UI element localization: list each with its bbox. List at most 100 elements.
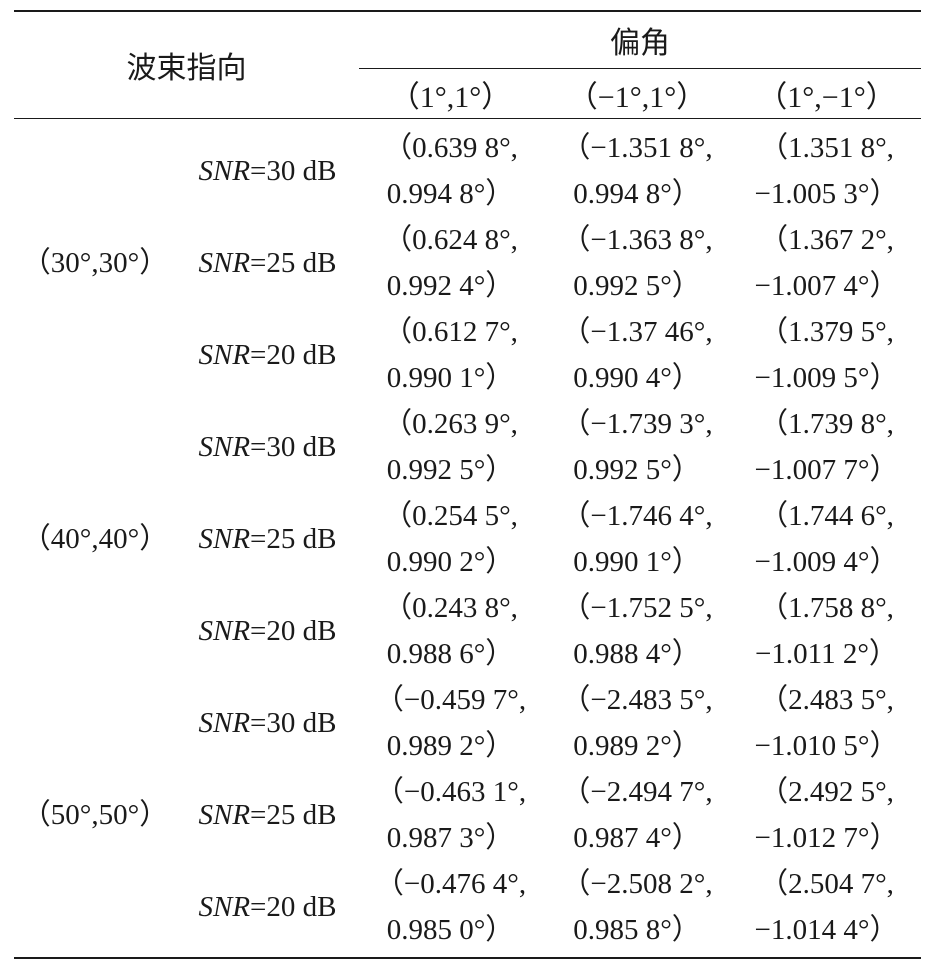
offset-cell-2-line-2: 0.994 8°） bbox=[573, 178, 701, 210]
snr-value: =20 dB bbox=[250, 339, 337, 371]
table-row: SNR=25 dB （−0.463 1°, 0.987 3°） （−2.494 7°,… bbox=[14, 769, 921, 861]
offset-cell-3-line-1: （1.739 8°, bbox=[759, 408, 894, 440]
offset-cell-1: （0.639 8°, 0.994 8°） bbox=[359, 125, 542, 217]
table-row: （40°,40°） SNR=30 dB （0.263 9°, 0.992 5°） （−1… bbox=[14, 401, 921, 555]
offset-cell-2-line-1: （−1.739 3°, bbox=[561, 408, 713, 440]
table-row: SNR=20 dB （−0.476 4°, 0.985 0°） （−2.508 2°,… bbox=[14, 861, 921, 953]
offset-cell-1-line-1: （−0.459 7°, bbox=[374, 684, 527, 716]
offset-cell-3-line-2: −1.007 4°） bbox=[754, 270, 899, 302]
offset-cell-3: （2.483 5°, −1.010 5°） bbox=[732, 677, 921, 769]
offset-cell-2-line-2: 0.992 5°） bbox=[573, 454, 701, 486]
offset-cell-1-line-1: （0.639 8°, bbox=[383, 132, 518, 164]
offset-cell-3-line-1: （2.483 5°, bbox=[759, 684, 894, 716]
offset-cell-2-line-1: （−1.351 8°, bbox=[561, 132, 713, 164]
snr-value: =30 dB bbox=[250, 707, 337, 739]
offset-cell-3-line-2: −1.012 7°） bbox=[754, 822, 899, 854]
offset-cell-2-line-2: 0.987 4°） bbox=[573, 822, 701, 854]
offset-cell-2: （−1.746 4°, 0.990 1°） bbox=[542, 493, 732, 585]
snr-label: SNR bbox=[198, 891, 251, 923]
offset-cell-2: （−1.351 8°, 0.994 8°） bbox=[542, 125, 732, 217]
offset-cell-3-line-1: （2.504 7°, bbox=[759, 868, 894, 900]
offset-cell-1-line-2: 0.992 5°） bbox=[386, 454, 515, 486]
snr-value: =25 dB bbox=[250, 247, 337, 279]
snr-cell: SNR=30 dB bbox=[176, 125, 359, 217]
offset-cell-3-line-2: −1.014 4°） bbox=[754, 914, 899, 946]
snr-value: =30 dB bbox=[250, 431, 337, 463]
offset-cell-2-line-2: 0.990 1°） bbox=[573, 546, 701, 578]
table-row: （50°,50°） SNR=30 dB （−0.459 7°, 0.989 2°） （−… bbox=[14, 677, 921, 831]
snr-label: SNR bbox=[198, 247, 251, 279]
snr-cell: SNR=20 dB bbox=[176, 309, 359, 401]
offset-cell-3: （1.744 6°, −1.009 4°） bbox=[732, 493, 921, 585]
results-table-container: 波束指向 偏角 （1°,1°） （−1°,1°） （1°,−1°） （30°,3… bbox=[14, 10, 921, 959]
offset-cell-3-line-1: （1.379 5°, bbox=[759, 316, 894, 348]
snr-label: SNR bbox=[198, 339, 251, 371]
offset-cell-2: （−1.752 5°, 0.988 4°） bbox=[542, 585, 732, 677]
offset-cell-3: （1.351 8°, −1.005 3°） bbox=[732, 125, 921, 217]
offset-cell-2-line-1: （−2.508 2°, bbox=[561, 868, 713, 900]
offset-cell-2-line-2: 0.990 4°） bbox=[573, 362, 701, 394]
beam-direction-cell: （40°,40°） bbox=[21, 523, 169, 555]
offset-cell-3-line-2: −1.010 5°） bbox=[754, 730, 899, 762]
offset-cell-1-line-2: 0.987 3°） bbox=[386, 822, 515, 854]
offset-cell-2-line-1: （−1.37 46°, bbox=[561, 316, 713, 348]
offset-cell-1-line-2: 0.988 6°） bbox=[386, 638, 515, 670]
offset-cell-2: （−1.363 8°, 0.992 5°） bbox=[542, 217, 732, 309]
offset-cell-3-line-2: −1.005 3°） bbox=[754, 178, 899, 210]
offset-cell-2-line-2: 0.989 2°） bbox=[573, 730, 701, 762]
snr-cell: SNR=25 dB bbox=[176, 217, 359, 309]
table-row: （30°,30°） SNR=30 dB （0.639 8°, 0.994 8°） （−1… bbox=[14, 125, 921, 279]
offset-cell-3: （2.492 5°, −1.012 7°） bbox=[732, 769, 921, 861]
offset-cell-3-line-2: −1.007 7°） bbox=[754, 454, 899, 486]
snr-value: =20 dB bbox=[250, 891, 337, 923]
offset-cell-1: （0.243 8°, 0.988 6°） bbox=[359, 585, 542, 677]
offset-cell-3-line-2: −1.009 5°） bbox=[754, 362, 899, 394]
table-row: SNR=25 dB （0.254 5°, 0.990 2°） （−1.746 4°, 0… bbox=[14, 493, 921, 585]
offset-cell-1: （−0.459 7°, 0.989 2°） bbox=[359, 677, 542, 769]
offset-cell-3: （1.758 8°, −1.011 2°） bbox=[732, 585, 921, 677]
offset-cell-1: （0.624 8°, 0.992 4°） bbox=[359, 217, 542, 309]
offset-cell-1-line-2: 0.990 2°） bbox=[386, 546, 515, 578]
snr-label: SNR bbox=[198, 799, 251, 831]
snr-value: =30 dB bbox=[250, 155, 337, 187]
header-col-3: （1°,−1°） bbox=[732, 68, 921, 119]
snr-cell: SNR=25 dB bbox=[176, 769, 359, 861]
offset-cell-1-line-2: 0.990 1°） bbox=[386, 362, 515, 394]
offset-cell-2-line-2: 0.985 8°） bbox=[573, 914, 701, 946]
offset-cell-3: （1.367 2°, −1.007 4°） bbox=[732, 217, 921, 309]
offset-cell-1: （0.263 9°, 0.992 5°） bbox=[359, 401, 542, 493]
snr-label: SNR bbox=[198, 431, 251, 463]
offset-cell-2: （−2.483 5°, 0.989 2°） bbox=[542, 677, 732, 769]
offset-cell-2: （−2.494 7°, 0.987 4°） bbox=[542, 769, 732, 861]
offset-cell-1-line-1: （−0.476 4°, bbox=[374, 868, 527, 900]
offset-cell-3-line-1: （1.351 8°, bbox=[759, 132, 894, 164]
snr-cell: SNR=20 dB bbox=[176, 585, 359, 677]
offset-cell-3-line-1: （1.744 6°, bbox=[759, 500, 894, 532]
offset-cell-2-line-1: （−1.746 4°, bbox=[561, 500, 713, 532]
snr-value: =20 dB bbox=[250, 615, 337, 647]
offset-cell-1: （−0.463 1°, 0.987 3°） bbox=[359, 769, 542, 861]
table-row: SNR=25 dB （0.624 8°, 0.992 4°） （−1.363 8°, 0… bbox=[14, 217, 921, 309]
offset-cell-3: （2.504 7°, −1.014 4°） bbox=[732, 861, 921, 953]
table-body: （30°,30°） SNR=30 dB （0.639 8°, 0.994 8°） （−1… bbox=[14, 119, 921, 958]
offset-cell-2: （−1.739 3°, 0.992 5°） bbox=[542, 401, 732, 493]
offset-cell-1-line-1: （0.254 5°, bbox=[383, 500, 518, 532]
snr-cell: SNR=20 dB bbox=[176, 861, 359, 953]
offset-cell-1-line-2: 0.989 2°） bbox=[386, 730, 515, 762]
offset-cell-3-line-2: −1.011 2°） bbox=[755, 638, 898, 670]
offset-cell-3: （1.379 5°, −1.009 5°） bbox=[732, 309, 921, 401]
snr-cell: SNR=30 dB bbox=[176, 401, 359, 493]
offset-cell-2-line-2: 0.988 4°） bbox=[573, 638, 701, 670]
offset-cell-2-line-1: （−2.483 5°, bbox=[561, 684, 713, 716]
offset-cell-1-line-1: （0.243 8°, bbox=[383, 592, 518, 624]
snr-label: SNR bbox=[198, 155, 251, 187]
offset-cell-1-line-1: （0.263 9°, bbox=[383, 408, 518, 440]
offset-cell-2-line-1: （−1.363 8°, bbox=[561, 224, 713, 256]
offset-cell-2: （−2.508 2°, 0.985 8°） bbox=[542, 861, 732, 953]
beam-direction-cell: （30°,30°） bbox=[21, 247, 169, 279]
offset-cell-3-line-2: −1.009 4°） bbox=[754, 546, 899, 578]
snr-value: =25 dB bbox=[250, 799, 337, 831]
snr-value: =25 dB bbox=[250, 523, 337, 555]
snr-cell: SNR=30 dB bbox=[176, 677, 359, 769]
offset-cell-1-line-1: （0.624 8°, bbox=[383, 224, 518, 256]
